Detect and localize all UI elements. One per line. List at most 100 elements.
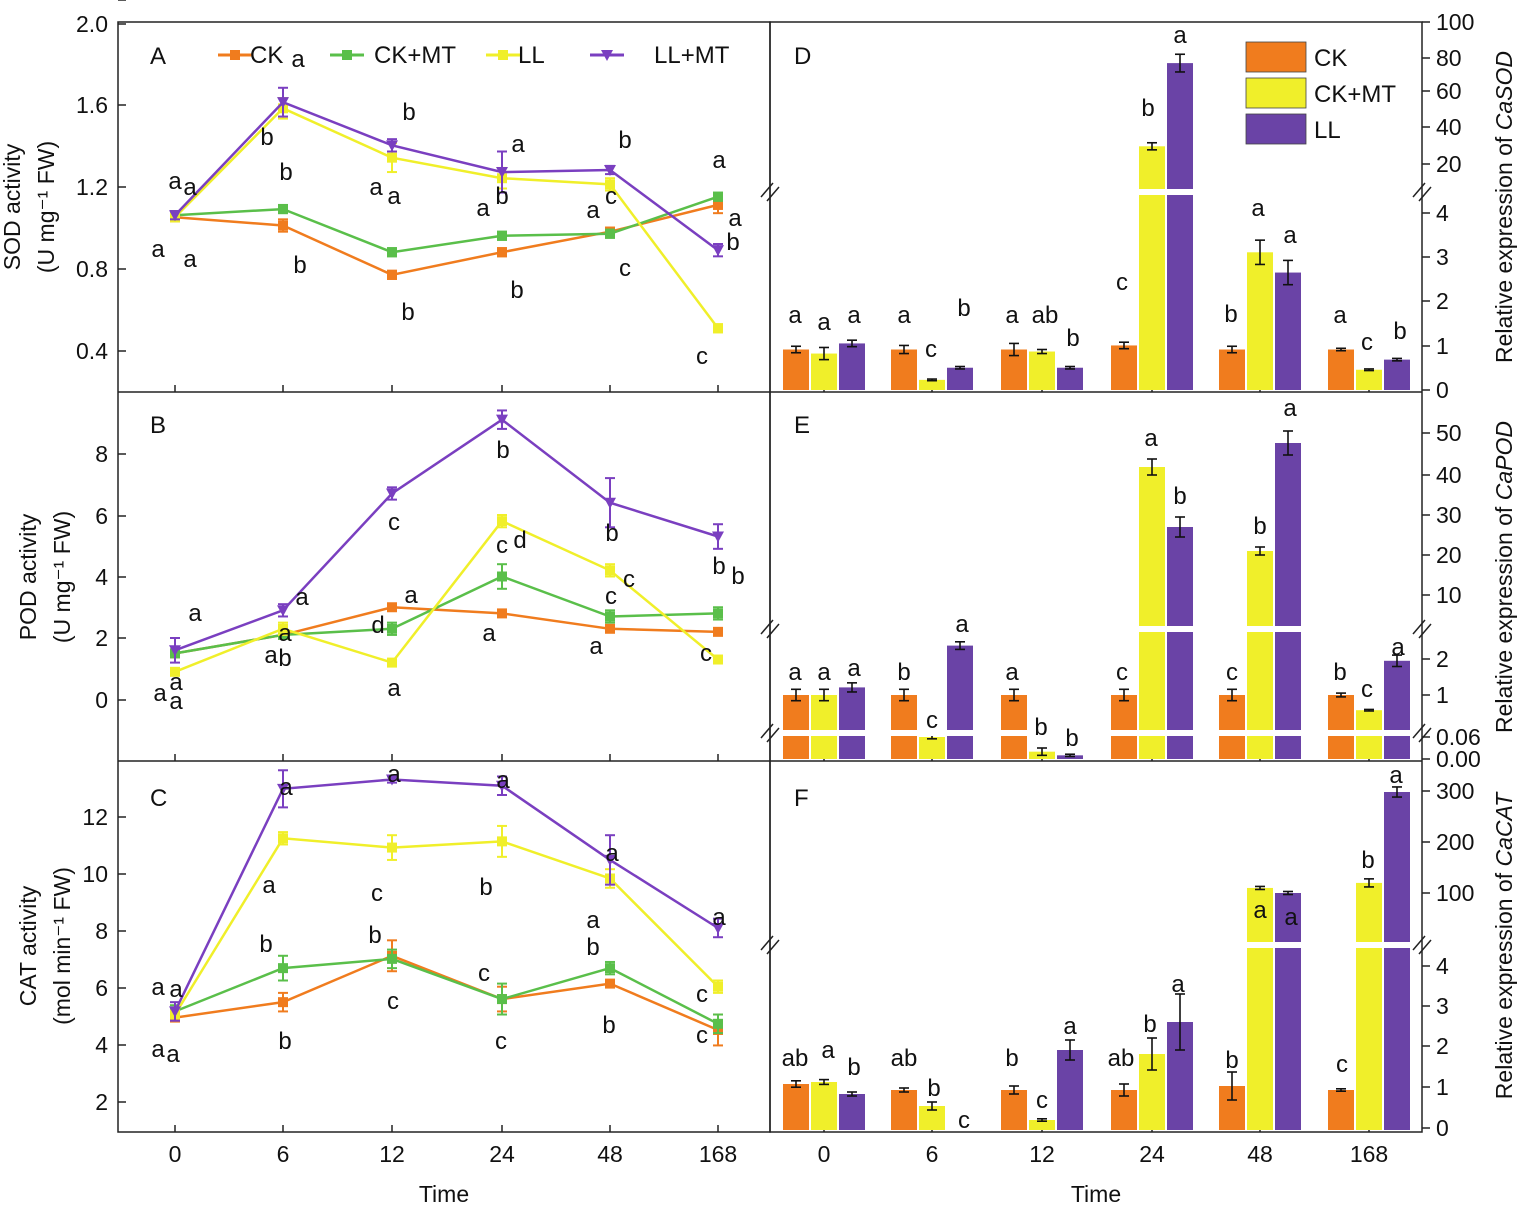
significance-letter-F: c <box>1336 1051 1348 1078</box>
data-point-A-LL <box>605 179 615 190</box>
bar-D-CK+MT <box>1029 351 1055 390</box>
significance-letter-C: c <box>696 981 708 1008</box>
bar-E-LL <box>947 645 973 759</box>
significance-letter-C: c <box>495 1028 507 1055</box>
data-point-B-LL-MT <box>496 414 508 426</box>
data-point-A-LL-MT <box>277 97 289 109</box>
significance-letter-C: a <box>169 976 183 1003</box>
axis-break-right-D <box>1418 186 1432 202</box>
data-point-C-LL <box>387 842 397 853</box>
axis-break-right-F <box>1418 939 1432 955</box>
significance-letter-C: a <box>262 872 276 899</box>
bar-E-CK+MT <box>1139 467 1165 759</box>
significance-letter-F: a <box>1063 1013 1077 1040</box>
data-point-A-CK+MT <box>497 230 507 241</box>
axis-break-left-E <box>766 623 780 639</box>
y-tick-label-D: 4 <box>1436 200 1449 226</box>
data-point-C-CK+MT <box>497 994 507 1005</box>
bar-F-CK <box>891 1090 917 1130</box>
y-tick-label-C: 6 <box>95 975 108 1001</box>
bar-F-LL <box>839 1094 865 1130</box>
significance-letter-A: b <box>510 277 523 304</box>
bar-E-CK <box>783 695 809 759</box>
bar-D-LL <box>1275 272 1301 390</box>
axis-break-left-E <box>760 619 774 635</box>
data-point-B-LL-MT <box>386 488 398 500</box>
significance-letter-B: b <box>731 563 744 590</box>
ylabel-cacat-gene: CaCAT <box>1491 791 1517 867</box>
y-tick-label-F: 1 <box>1436 1074 1449 1100</box>
series-line-B-CK <box>174 606 719 655</box>
significance-letter-E: b <box>897 659 910 686</box>
significance-letter-A: b <box>495 183 508 210</box>
significance-letter-C: b <box>586 934 599 961</box>
y-tick-label-B: 8 <box>95 441 108 467</box>
series-line-C-LL+MT <box>173 778 719 1012</box>
significance-letter-A: a <box>586 197 600 224</box>
significance-letter-F: b <box>1361 847 1374 874</box>
bar-E-CK+MT <box>919 737 945 759</box>
legend-label-CK+MT: CK+MT <box>374 42 456 69</box>
data-point-C-LL-MT <box>386 774 398 786</box>
significance-letter-D: b <box>1224 301 1237 328</box>
significance-letter-C: c <box>696 1022 708 1049</box>
legend-marker-CK+MT <box>342 50 352 60</box>
significance-letter-A: b <box>618 127 631 154</box>
significance-letter-C: a <box>605 840 619 867</box>
legend-label-LL+MT: LL+MT <box>654 42 730 69</box>
significance-letter-E: c <box>1361 676 1373 703</box>
significance-letter-D: a <box>1333 302 1347 329</box>
significance-letter-A: b <box>726 229 739 256</box>
data-point-C-LL-MT <box>169 1006 181 1018</box>
y-tick-label-E: 0.06 <box>1436 724 1481 750</box>
y-tick-label-A: 0.4 <box>76 338 108 364</box>
bar-E-CK <box>1219 695 1245 759</box>
ylabel-cat-line2: (mol min⁻¹ FW) <box>49 867 75 1025</box>
significance-letter-F: ab <box>891 1045 918 1072</box>
y-tick-label-E: 30 <box>1436 502 1462 528</box>
x-tick-label-right: 24 <box>1139 1141 1165 1167</box>
significance-letter-B: a <box>589 633 603 660</box>
y-tick-label-E: 10 <box>1436 582 1462 608</box>
bar-D-LL <box>1384 359 1410 390</box>
data-point-C-CK <box>605 978 615 989</box>
significance-letter-E: a <box>1005 659 1019 686</box>
significance-letter-D: c <box>925 336 937 363</box>
significance-letter-C: b <box>278 1028 291 1055</box>
data-point-C-CK+MT <box>278 963 288 974</box>
left-frame <box>117 21 771 1133</box>
data-point-C-LL-MT <box>604 854 616 866</box>
significance-letter-C: c <box>387 988 399 1015</box>
significance-letter-A: a <box>291 46 305 73</box>
bar-D-LL <box>947 367 973 390</box>
y-tick-label-D: 0 <box>1436 377 1449 403</box>
x-tick-label-right: 48 <box>1247 1141 1273 1167</box>
significance-letter-E: b <box>1173 483 1186 510</box>
data-point-B-LL-MT <box>277 605 289 617</box>
significance-letter-A: c <box>605 183 617 210</box>
bar-E-CK+MT <box>1247 551 1273 759</box>
x-tick-label-right: 12 <box>1029 1141 1055 1167</box>
y-tick-label-C: 12 <box>82 804 108 830</box>
significance-letter-F: b <box>1225 1047 1238 1074</box>
right-frame <box>769 21 1423 1133</box>
significance-letter-B: a <box>278 620 292 647</box>
significance-letter-C: a <box>279 774 293 801</box>
series-line-A-LL <box>174 106 719 330</box>
ylabel-capod-text: Relative expression of <box>1491 506 1517 733</box>
y-tick-label-F: 100 <box>1436 880 1474 906</box>
significance-letter-F: ab <box>782 1045 809 1072</box>
data-point-A-CK <box>278 220 288 231</box>
panel-label-a: A <box>150 43 166 70</box>
y-tick-label-D: 40 <box>1436 114 1462 140</box>
ylabel-pod-line1: POD activity <box>15 513 41 640</box>
data-point-C-LL-MT <box>277 783 289 795</box>
significance-letter-C: b <box>479 874 492 901</box>
legend-marker-LL <box>498 50 508 60</box>
y-tick-label-A: 2.0 <box>76 11 108 37</box>
x-tick-label-right: 168 <box>1350 1141 1388 1167</box>
data-point-B-LL <box>497 516 507 527</box>
bar-F-CK <box>1001 1090 1027 1130</box>
y-tick-label-A: 0.8 <box>76 256 108 282</box>
